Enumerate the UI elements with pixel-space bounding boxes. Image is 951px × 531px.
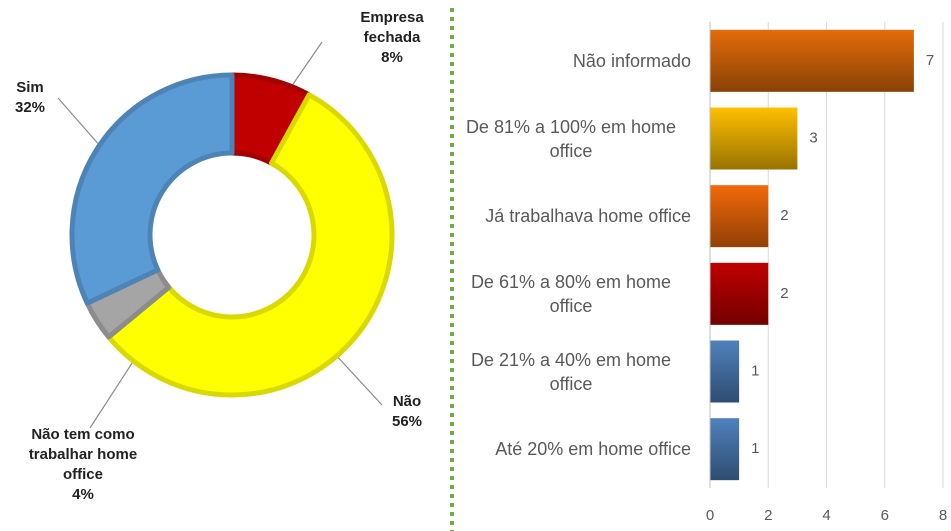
data-label: Empresa fechada 8% bbox=[352, 8, 432, 68]
category-label: Não tem como trabalhar home office bbox=[28, 426, 138, 483]
data-label: 3 bbox=[809, 129, 817, 146]
x-tick-label: 8 bbox=[939, 507, 947, 524]
donut-segment bbox=[106, 92, 395, 398]
category-label: Empresa fechada bbox=[360, 9, 424, 46]
category-label: Já trabalhava home office bbox=[450, 186, 691, 246]
category-label: Sim bbox=[16, 79, 44, 96]
value-label: 56% bbox=[391, 413, 423, 430]
value-label: 8% bbox=[381, 49, 403, 66]
bar bbox=[710, 262, 769, 325]
bar bbox=[710, 185, 769, 248]
category-text: De 81% a 100% em home office bbox=[465, 116, 677, 161]
data-label: 1 bbox=[751, 440, 759, 457]
category-text: De 61% a 80% em home office bbox=[470, 271, 672, 316]
data-label: Não tem como trabalhar home office 4% bbox=[8, 425, 158, 505]
bar bbox=[710, 340, 740, 403]
category-label: Não informado bbox=[450, 31, 691, 91]
category-text: De 21% a 40% em home office bbox=[470, 349, 672, 394]
category-text: Até 20% em home office bbox=[495, 439, 691, 460]
x-tick-label: 4 bbox=[822, 507, 830, 524]
data-label: Não 56% bbox=[372, 392, 442, 432]
category-label: Até 20% em home office bbox=[450, 419, 691, 479]
bar bbox=[710, 418, 740, 481]
data-label: 2 bbox=[780, 285, 788, 302]
category-text: Já trabalhava home office bbox=[485, 206, 691, 227]
category-label: De 61% a 80% em home office bbox=[450, 264, 691, 324]
value-label: 32% bbox=[14, 99, 46, 116]
x-tick-label: 2 bbox=[764, 507, 772, 524]
x-tick-label: 6 bbox=[881, 507, 889, 524]
category-label: De 81% a 100% em home office bbox=[450, 109, 691, 169]
data-label: 1 bbox=[751, 362, 759, 379]
x-tick-label: 0 bbox=[706, 507, 714, 524]
data-label: Sim 32% bbox=[0, 78, 60, 118]
category-text: Não informado bbox=[572, 50, 691, 71]
bar bbox=[710, 107, 798, 170]
category-label: Não bbox=[392, 393, 422, 410]
donut-segment bbox=[69, 72, 235, 306]
data-label: 7 bbox=[926, 52, 934, 69]
data-label: 2 bbox=[780, 207, 788, 224]
bar bbox=[710, 29, 914, 92]
value-label: 4% bbox=[72, 486, 94, 503]
category-label: De 21% a 40% em home office bbox=[450, 342, 691, 402]
